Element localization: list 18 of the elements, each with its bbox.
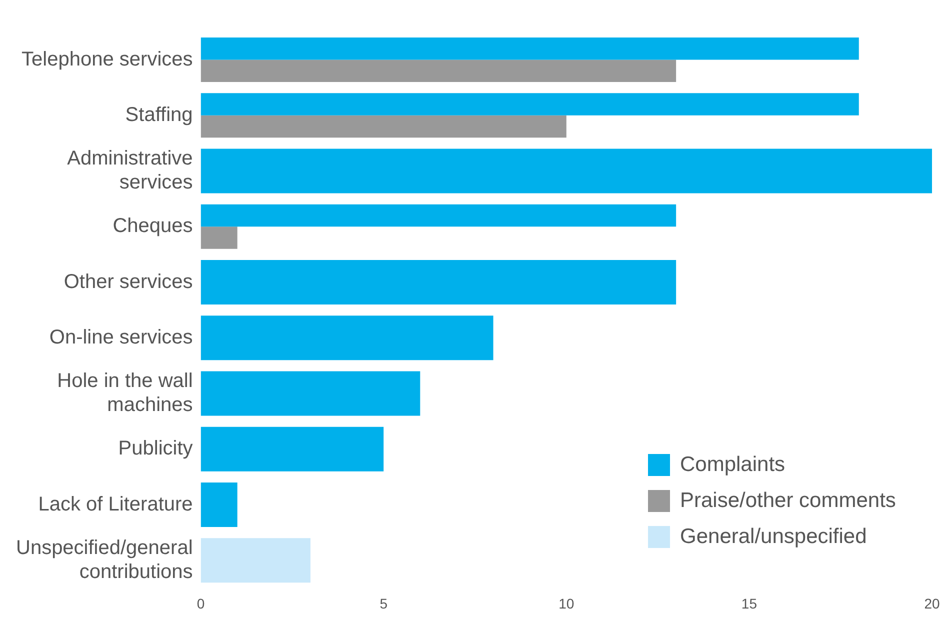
legend-label: General/unspecified xyxy=(680,525,867,549)
legend-label: Praise/other comments xyxy=(680,489,896,513)
y-tick-label: Lack of Literature xyxy=(38,493,193,516)
legend-label: Complaints xyxy=(680,453,786,477)
x-tick-label: 10 xyxy=(558,595,574,612)
y-tick-label: Administrative services xyxy=(67,148,193,194)
y-tick-label: Telephone services xyxy=(22,48,193,70)
x-tick-label: 20 xyxy=(924,595,940,612)
y-tick-label: On-line services xyxy=(49,326,193,348)
x-tick-label: 15 xyxy=(741,595,758,612)
y-tick-label: Publicity xyxy=(118,438,193,460)
y-tick-label: Cheques xyxy=(112,215,193,238)
y-tick-label: Staffing xyxy=(125,104,193,126)
x-tick-label: 0 xyxy=(196,595,205,612)
y-tick-label: Hole in the wall machines xyxy=(57,370,193,416)
y-tick-label: Unspecified/general contributions xyxy=(16,536,193,583)
y-tick-label: Other services xyxy=(64,270,193,293)
x-tick-label: 5 xyxy=(380,595,388,612)
